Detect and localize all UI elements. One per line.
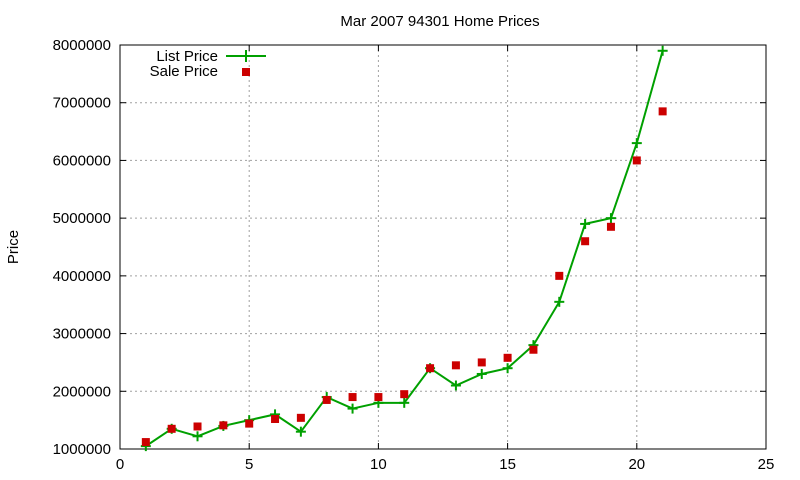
sale-price-point [322,395,331,404]
x-tick-label: 20 [628,456,645,473]
list-price-point [605,213,616,224]
sale-price-point [245,419,254,428]
x-tick-label: 15 [499,456,516,473]
x-tick-label: 0 [116,456,124,473]
y-tick-label: 1000000 [53,441,111,458]
y-tick-label: 4000000 [53,268,111,285]
legend-label-sale-price: Sale Price [150,63,218,80]
sale-price-point [167,424,176,433]
list-price-point [295,426,306,437]
list-price-point [450,380,461,391]
sale-price-point [529,345,538,354]
sale-price-point [503,353,512,362]
y-axis: 1000000 2000000 3000000 4000000 5000000 60000… [53,37,766,458]
sale-price-point [219,421,228,430]
legend-marker-sale-price [242,68,250,76]
sale-price-series [141,107,667,447]
list-price-point [580,218,591,229]
list-price-point [502,363,513,374]
grid [120,45,766,449]
sale-price-point [555,271,564,280]
sale-price-point [606,222,615,231]
x-tick-label: 25 [758,456,775,473]
sale-price-point [271,414,280,423]
legend: List Price Sale Price [150,48,266,80]
legend-marker-list-price [240,50,252,62]
sale-price-point [193,422,202,431]
y-tick-label: 6000000 [53,152,111,169]
sale-price-point [581,237,590,246]
sale-price-point [477,358,486,367]
sale-price-point [374,393,383,402]
sale-price-point [451,361,460,370]
x-axis: 0 5 10 15 20 25 [116,45,775,473]
list-price-series [140,45,668,452]
list-price-point [192,431,203,442]
y-axis-label: Price [5,230,22,264]
sale-price-point [426,364,435,373]
list-price-point [631,138,642,149]
y-tick-label: 3000000 [53,326,111,343]
list-price-point [554,296,565,307]
sale-price-point [400,390,409,399]
list-price-point [476,368,487,379]
list-price-line [145,50,664,447]
list-price-point [657,45,668,56]
x-tick-label: 5 [245,456,253,473]
sale-price-point [658,107,667,116]
y-tick-label: 8000000 [53,37,111,54]
sale-price-point [296,413,305,422]
chart-title: Mar 2007 94301 Home Prices [340,13,539,30]
y-tick-label: 5000000 [53,210,111,227]
list-price-point [399,397,410,408]
sale-price-point [632,156,641,165]
y-tick-label: 7000000 [53,95,111,112]
y-tick-label: 2000000 [53,383,111,400]
legend-label-list-price: List Price [156,48,218,65]
sale-price-point [141,438,150,447]
list-price-point [347,403,358,414]
plot-frame [119,44,767,450]
sale-price-point [348,393,357,402]
x-tick-label: 10 [370,456,387,473]
